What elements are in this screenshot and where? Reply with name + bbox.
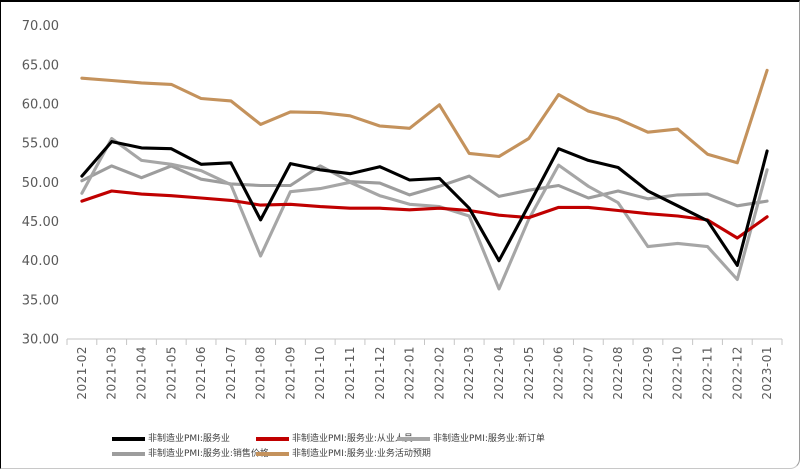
x-axis-tick-label: 2021-10	[313, 346, 327, 400]
x-axis-tick-label: 2022-04	[492, 346, 506, 400]
x-axis-tick-label: 2022-10	[671, 346, 685, 400]
x-axis-tick-label: 2022-09	[641, 346, 655, 400]
y-axis-tick-label: 65.00	[22, 58, 59, 73]
legend-item: 非制造业PMI:服务业:业务活动预期	[256, 448, 431, 460]
legend-swatch	[112, 452, 145, 456]
series-line-1	[80, 189, 769, 240]
x-axis-tick-label: 2022-12	[730, 346, 744, 400]
y-axis-tick-label: 40.00	[22, 254, 59, 269]
chart-legend: 非制造业PMI:服务业 非制造业PMI:服务业:从业人员 非制造业PMI:服务业:新…	[1, 426, 799, 460]
legend-swatch	[256, 452, 289, 456]
y-axis-tick-label: 30.00	[22, 333, 59, 348]
x-axis-tick-label: 2022-11	[701, 346, 715, 400]
legend-swatch	[397, 437, 430, 441]
x-axis-tick-label: 2022-02	[432, 346, 446, 400]
legend-item: 非制造业PMI:服务业	[112, 433, 230, 445]
x-axis-tick-label: 2021-11	[343, 346, 357, 400]
y-axis-tick-label: 50.00	[22, 176, 59, 191]
legend-swatch	[112, 437, 145, 441]
series-line-4	[80, 68, 769, 165]
series-line-3	[80, 164, 769, 208]
legend-label: 非制造业PMI:服务业:新订单	[433, 434, 545, 444]
y-axis-tick-label: 55.00	[22, 137, 59, 152]
chart-plot-area: 70.00 65.00 60.00 55.00 50.00 45.00 40.00 35.00…	[22, 19, 783, 400]
legend-item: 非制造业PMI:服务业:销售价格	[112, 448, 269, 460]
x-axis-tick-label: 2022-01	[403, 346, 417, 400]
y-axis-tick-label: 45.00	[22, 215, 59, 230]
legend-item: 非制造业PMI:服务业:新订单	[397, 433, 545, 445]
legend-label: 非制造业PMI:服务业:销售价格	[148, 449, 269, 459]
x-axis-tick-label: 2022-03	[462, 346, 476, 400]
legend-label: 非制造业PMI:服务业	[148, 434, 230, 444]
x-axis-tick-label: 2021-03	[105, 346, 119, 400]
x-axis-tick-label: 2021-06	[194, 346, 208, 400]
x-axis-tick-label: 2021-05	[164, 346, 178, 400]
x-axis-tick-label: 2021-09	[283, 346, 297, 400]
x-axis-tick-label: 2021-07	[224, 346, 238, 400]
legend-item: 非制造业PMI:服务业:从业人员	[256, 433, 413, 445]
y-axis-tick-label: 60.00	[22, 98, 59, 113]
x-axis-tick-label: 2021-04	[134, 346, 148, 400]
x-axis-tick-label: 2022-08	[611, 346, 625, 400]
x-axis-tick-label: 2021-12	[373, 346, 387, 400]
x-axis-tick-label: 2021-02	[75, 346, 89, 400]
x-axis-tick-label: 2022-05	[522, 346, 536, 400]
x-axis-tick-label: 2022-07	[581, 346, 595, 400]
legend-row: 非制造业PMI:服务业:销售价格 非制造业PMI:服务业:业务活动预期	[1, 448, 799, 460]
series-line-0	[80, 140, 769, 267]
series-line-2	[80, 136, 769, 291]
legend-label: 非制造业PMI:服务业:业务活动预期	[292, 449, 431, 459]
legend-row: 非制造业PMI:服务业 非制造业PMI:服务业:从业人员 非制造业PMI:服务业:新…	[1, 433, 799, 445]
legend-swatch	[256, 437, 289, 441]
x-axis-tick-label: 2023-01	[760, 346, 774, 400]
y-axis-tick-label: 70.00	[22, 19, 59, 34]
x-axis-tick-label: 2022-06	[552, 346, 566, 400]
x-axis-tick-label: 2021-08	[254, 346, 268, 400]
legend-label: 非制造业PMI:服务业:从业人员	[292, 434, 413, 444]
y-axis-tick-label: 35.00	[22, 293, 59, 308]
